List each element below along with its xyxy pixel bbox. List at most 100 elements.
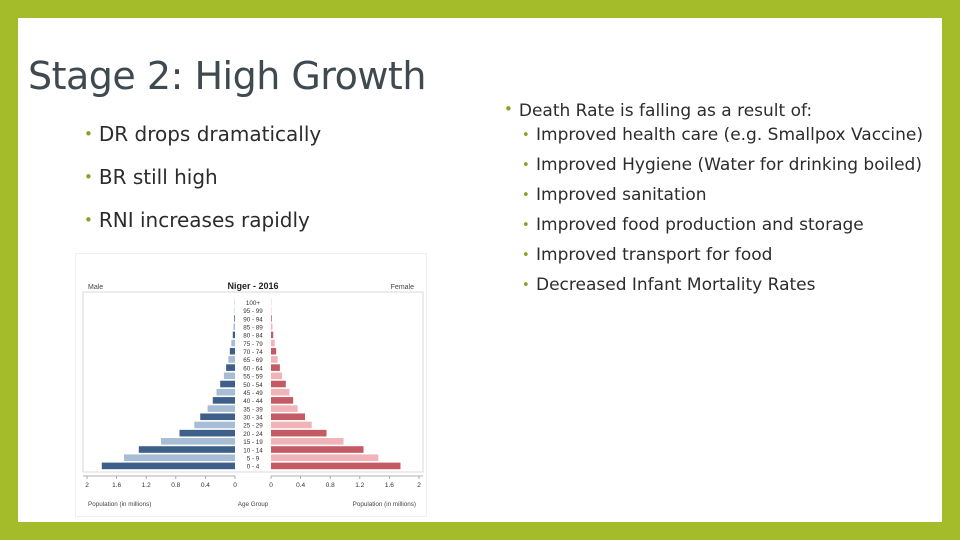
male-bar xyxy=(216,388,235,396)
male-bar xyxy=(124,454,235,462)
age-group-tick-label: 95 - 99 xyxy=(243,308,263,315)
sub-bullet-item: • Improved health care (e.g. Smallpox Vac… xyxy=(522,124,934,148)
right-sub-bullet-list: • Improved health care (e.g. Smallpox Vac… xyxy=(504,124,934,298)
bullet-dot-icon: • xyxy=(504,100,513,118)
right-bullet-block: • Death Rate is falling as a result of: •… xyxy=(504,98,934,304)
male-bar xyxy=(200,413,235,421)
age-group-axis-title: Age Group xyxy=(238,501,269,508)
age-group-tick-label: 20 - 24 xyxy=(243,431,263,438)
male-x-tick-label: 1.2 xyxy=(142,482,151,489)
age-group-tick-label: 5 - 9 xyxy=(247,456,260,463)
sub-bullet-item: • Improved sanitation xyxy=(522,184,934,208)
male-bar xyxy=(231,339,235,347)
female-bar xyxy=(271,462,401,470)
bullet-dot-icon: • xyxy=(522,217,530,233)
age-group-tick-label: 0 - 4 xyxy=(247,464,260,471)
bullet-dot-icon: • xyxy=(522,187,530,203)
age-group-tick-label: 55 - 59 xyxy=(243,374,263,381)
female-bar xyxy=(271,339,275,347)
female-x-tick-label: 1.2 xyxy=(355,482,364,489)
female-bar xyxy=(271,323,273,330)
female-bar xyxy=(271,372,283,380)
male-x-tick-label: 0.8 xyxy=(171,482,180,489)
female-bar xyxy=(271,438,344,445)
age-group-tick-label: 15 - 19 xyxy=(243,439,263,446)
male-bar xyxy=(228,356,235,363)
age-group-tick-label: 35 - 39 xyxy=(243,406,263,413)
chart-female-label: Female xyxy=(391,284,414,291)
age-group-tick-label: 100+ xyxy=(246,300,261,307)
female-bar xyxy=(271,347,277,355)
age-group-tick-label: 65 - 69 xyxy=(243,357,263,364)
bullet-dot-icon: • xyxy=(522,247,530,263)
female-bar xyxy=(271,380,286,388)
female-x-axis-title: Population (in millions) xyxy=(353,501,416,508)
bullet-dot-icon: • xyxy=(84,168,93,186)
left-bullet-list: • DR drops dramatically • BR still high • R… xyxy=(84,122,321,251)
age-group-tick-label: 80 - 84 xyxy=(243,333,263,340)
age-group-tick-label: 30 - 34 xyxy=(243,415,263,422)
chart-title: Niger - 2016 xyxy=(227,281,278,291)
left-bullet-item: • RNI increases rapidly xyxy=(84,208,310,232)
chart-header-band xyxy=(76,254,426,294)
bullet-dot-icon: • xyxy=(522,157,530,173)
female-bar xyxy=(271,315,272,322)
female-bar xyxy=(271,405,298,412)
male-x-tick-label: 1.6 xyxy=(112,482,121,489)
right-main-bullet: • Death Rate is falling as a result of: xyxy=(504,100,813,121)
male-x-axis-title: Population (in millions) xyxy=(88,501,151,508)
age-group-tick-label: 90 - 94 xyxy=(243,316,263,323)
left-bullet-item: • DR drops dramatically xyxy=(84,122,322,146)
age-group-tick-label: 75 - 79 xyxy=(243,341,263,348)
bullet-dot-icon: • xyxy=(522,127,530,143)
slide: Stage 2: High Growth • DR drops dramatica… xyxy=(18,18,942,522)
age-group-tick-label: 40 - 44 xyxy=(243,398,263,405)
male-bar xyxy=(223,372,235,380)
male-x-tick-label: 0 xyxy=(233,482,237,489)
age-group-tick-label: 45 - 49 xyxy=(243,390,263,397)
sub-bullet-item: • Decreased Infant Mortality Rates xyxy=(522,274,934,298)
left-bullet-item: • BR still high xyxy=(84,165,218,189)
sub-bullet-item: • Improved Hygiene (Water for drinking bo… xyxy=(522,154,934,178)
age-group-tick-label: 10 - 14 xyxy=(243,447,263,454)
male-bar xyxy=(220,380,235,388)
bullet-dot-icon: • xyxy=(522,277,530,293)
male-bar xyxy=(233,323,235,330)
female-bar xyxy=(271,429,327,437)
female-bar xyxy=(271,413,306,421)
female-x-tick-label: 0.4 xyxy=(296,482,305,489)
age-group-tick-label: 85 - 89 xyxy=(243,324,263,331)
female-bar xyxy=(271,364,280,371)
male-x-tick-label: 2 xyxy=(85,482,89,489)
female-bar xyxy=(271,356,278,363)
male-bar xyxy=(229,347,235,355)
age-group-tick-label: 70 - 74 xyxy=(243,349,263,356)
female-bar xyxy=(271,388,290,396)
female-x-tick-label: 0 xyxy=(269,482,273,489)
bullet-dot-icon: • xyxy=(84,125,93,143)
age-group-tick-label: 50 - 54 xyxy=(243,382,263,389)
female-bar xyxy=(271,446,364,453)
sub-bullet-item: • Improved transport for food xyxy=(522,244,934,268)
male-bar xyxy=(161,438,235,445)
male-bar xyxy=(138,446,235,453)
age-group-tick-label: 25 - 29 xyxy=(243,423,263,430)
female-x-tick-label: 1.6 xyxy=(385,482,394,489)
chart-male-label: Male xyxy=(88,284,103,291)
female-bar xyxy=(271,397,294,404)
male-bar xyxy=(234,315,235,322)
male-bar xyxy=(226,364,235,371)
male-bar xyxy=(212,397,235,404)
male-bar xyxy=(207,405,235,412)
age-group-tick-label: 60 - 64 xyxy=(243,365,263,372)
male-bar xyxy=(179,429,235,437)
female-x-tick-label: 2 xyxy=(417,482,421,489)
male-bar xyxy=(232,331,235,339)
female-x-tick-label: 0.8 xyxy=(326,482,335,489)
sub-bullet-item: • Improved food production and storage xyxy=(522,214,934,238)
slide-title: Stage 2: High Growth xyxy=(28,54,426,98)
female-bar xyxy=(271,421,312,429)
chart-plot-frame xyxy=(82,291,424,473)
